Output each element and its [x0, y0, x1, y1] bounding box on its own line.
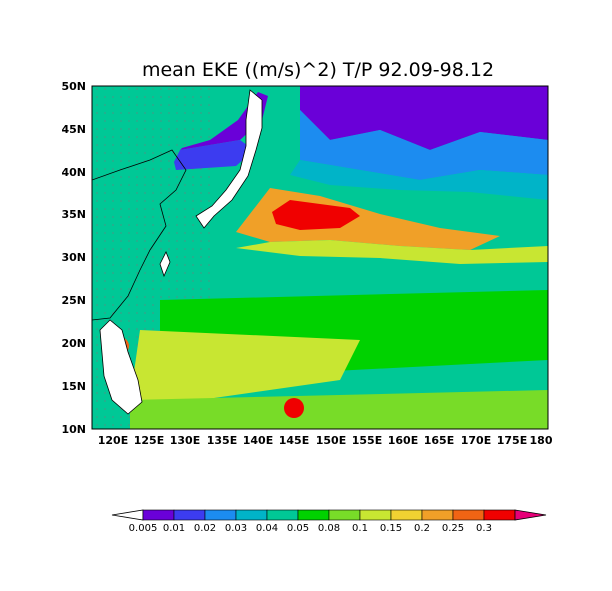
lon-tick-label: 120E: [98, 434, 128, 447]
colorbar-label: 0.01: [163, 523, 185, 534]
eke-blue-north: [300, 110, 548, 180]
colorbar-swatch: [483, 509, 516, 521]
eke-kuroshio-core: [272, 200, 360, 230]
lon-axis: 120E 125E 130E 135E 140E 145E 150E 155E …: [98, 434, 553, 447]
eke-subtropical-yellow: [130, 330, 360, 400]
colorbar-swatch: [297, 509, 330, 521]
colorbar-swatch: [235, 509, 268, 521]
lon-tick-label: 140E: [243, 434, 273, 447]
eke-cyan-band: [290, 160, 548, 200]
lat-tick-label: 30N: [61, 251, 86, 264]
map-panel: [92, 86, 548, 429]
colorbar-swatch: [111, 509, 144, 521]
colorbar-swatch: [173, 509, 206, 521]
lon-tick-label: 160E: [388, 434, 418, 447]
lat-tick-label: 25N: [61, 294, 86, 307]
colorbar-swatch: [452, 509, 485, 521]
coastline-japan: [195, 89, 263, 229]
eke-hotspot-south: [284, 398, 304, 418]
colorbar-label: 0.005: [129, 523, 158, 534]
map-title: mean EKE ((m/s)^2) T/P 92.09-98.12: [142, 59, 494, 81]
eke-south-green: [130, 390, 548, 429]
lon-tick-label: 180: [530, 434, 553, 447]
coastline-asia: [92, 149, 187, 321]
eke-low-north: [300, 86, 548, 150]
colorbar-swatch: [266, 509, 299, 521]
lat-tick-label: 15N: [61, 380, 86, 393]
lat-axis: 50N 45N 40N 35N 30N 25N 20N 15N 10N: [61, 80, 86, 436]
lat-tick-label: 20N: [61, 337, 86, 350]
colorbar-label: 0.05: [287, 523, 309, 534]
colorbar-label: 0.25: [442, 523, 464, 534]
lon-tick-label: 125E: [134, 434, 164, 447]
lon-tick-label: 155E: [352, 434, 382, 447]
colorbar-labels: 0.005 0.01 0.02 0.03 0.04 0.05 0.08 0.1 …: [129, 523, 492, 534]
colorbar-swatch: [421, 509, 454, 521]
lon-tick-label: 145E: [279, 434, 309, 447]
colorbar-label: 0.08: [318, 523, 340, 534]
colorbar-swatch: [359, 509, 392, 521]
colorbar-label: 0.03: [225, 523, 247, 534]
colorbar-label: 0.04: [256, 523, 278, 534]
eke-kuroshio-yellow: [236, 240, 548, 264]
lon-tick-label: 135E: [207, 434, 237, 447]
colorbar-swatch: [204, 509, 237, 521]
colorbar-label: 0.15: [380, 523, 402, 534]
lon-tick-label: 170E: [461, 434, 491, 447]
colorbar-label: 0.1: [352, 523, 368, 534]
colorbar: [111, 509, 547, 521]
lon-tick-label: 165E: [424, 434, 454, 447]
coastline-philippines: [99, 319, 143, 415]
lon-tick-label: 150E: [316, 434, 346, 447]
colorbar-swatch: [328, 509, 361, 521]
colorbar-label: 0.2: [414, 523, 430, 534]
colorbar-label: 0.02: [194, 523, 216, 534]
lon-tick-label: 130E: [170, 434, 200, 447]
colorbar-swatch: [390, 509, 423, 521]
lat-tick-label: 50N: [61, 80, 86, 93]
lon-tick-label: 175E: [497, 434, 527, 447]
colorbar-swatch: [514, 509, 547, 521]
map-frame: [91, 85, 549, 430]
lat-tick-label: 10N: [61, 423, 86, 436]
lat-tick-label: 35N: [61, 208, 86, 221]
colorbar-swatch: [142, 509, 175, 521]
eke-sea-of-japan-blue: [174, 140, 254, 170]
lat-tick-label: 40N: [61, 166, 86, 179]
lat-tick-label: 45N: [61, 123, 86, 136]
colorbar-label: 0.3: [476, 523, 492, 534]
coastline-taiwan: [159, 251, 171, 278]
